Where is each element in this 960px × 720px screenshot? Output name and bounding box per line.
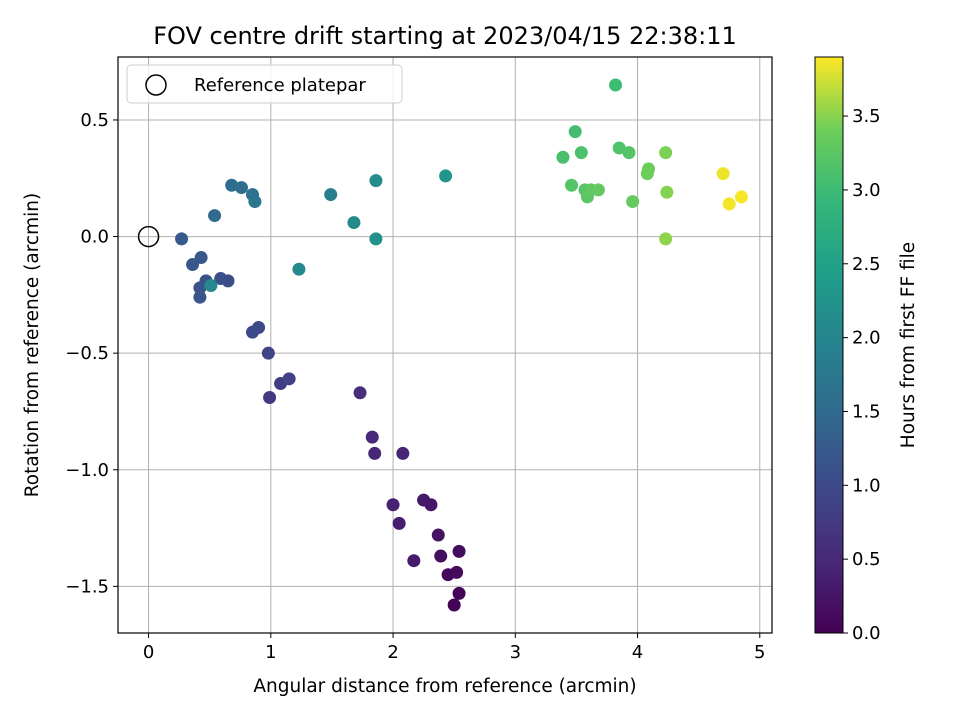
data-point [609,78,623,92]
data-point [368,446,382,460]
data-point [574,146,588,160]
colorbar-tick-label: 0.0 [852,623,881,644]
colorbar-tick-label: 1.5 [852,401,881,422]
data-point [734,190,748,204]
grid-lines [118,57,772,633]
data-point [591,183,605,197]
data-point [407,554,421,568]
data-point [452,544,466,558]
colorbar-tick-label: 0.5 [852,549,881,570]
legend-box [126,64,403,104]
y-tick-label: −1.5 [65,576,109,597]
x-tick-label: 0 [143,642,154,663]
x-tick-label: 5 [754,642,765,663]
y-tick-label: −1.0 [65,460,109,481]
legend-marker [145,74,167,96]
data-point [225,178,239,192]
data-point [248,195,262,209]
data-point [434,549,448,563]
x-tick-label: 4 [632,642,643,663]
data-point [194,251,208,265]
legend-label: Reference platepar [194,75,366,96]
data-point [193,290,207,304]
data-point [347,216,361,230]
data-point [324,188,338,202]
data-point [659,146,673,160]
data-point [660,185,674,199]
data-point [365,430,379,444]
scatter-points [175,78,748,612]
data-point [622,146,636,160]
colorbar-tick-label: 3.5 [852,106,881,127]
data-point [369,174,383,188]
x-tick-label: 3 [510,642,521,663]
x-tick-label: 2 [387,642,398,663]
data-point [175,232,189,246]
data-point [392,516,406,530]
reference-marker [137,225,160,248]
data-point [396,446,410,460]
y-tick-label: −0.5 [65,343,109,364]
colorbar-tick-label: 3.0 [852,180,881,201]
data-point [252,321,266,335]
data-point [193,281,207,295]
reference-platepar-point [137,225,160,248]
data-point [282,372,296,386]
colorbar-ticks: 0.0 0.5 1.0 1.5 2.0 2.5 3.0 3.5 [843,106,881,644]
y-tick-label: 0.0 [80,227,109,248]
data-point [386,498,400,512]
data-point [722,197,736,211]
data-point [439,169,453,183]
x-tick-label: 1 [265,642,276,663]
chart-title: FOV centre drift starting at 2023/04/15 … [153,22,737,50]
plot-frame [117,56,773,634]
data-point [234,181,248,195]
data-point [626,195,640,209]
data-point [292,262,306,276]
data-point [612,141,626,155]
colorbar-tick-label: 1.0 [852,475,881,496]
data-point [369,232,383,246]
data-point [204,279,218,293]
y-axis-label: Rotation from reference (arcmin) [22,193,43,497]
colorbar-gradient [814,56,844,634]
data-point [417,493,431,507]
legend: Reference platepar [126,64,403,104]
data-point [716,167,730,181]
data-point [659,232,673,246]
x-axis-label: Angular distance from reference (arcmin) [253,676,636,697]
data-point [450,565,464,579]
data-point [447,598,461,612]
data-point [263,390,277,404]
data-point [556,150,570,164]
data-point [208,209,222,223]
colorbar: 0.0 0.5 1.0 1.5 2.0 2.5 3.0 3.5 Hours from firs… [814,56,919,644]
data-point [565,178,579,192]
y-tick-label: 0.5 [80,110,109,131]
colorbar-tick-label: 2.5 [852,254,881,275]
colorbar-label: Hours from first FF file [898,242,919,448]
data-point [640,167,654,181]
data-point [568,125,582,139]
data-point [452,586,466,600]
data-point [214,272,228,286]
data-point [353,386,367,400]
axis-ticks: 0 1 2 3 4 5 −1.5 −1.0 −0.5 0.0 0.5 [65,110,765,663]
data-point [431,528,445,542]
data-point [261,346,275,360]
colorbar-tick-label: 2.0 [852,328,881,349]
